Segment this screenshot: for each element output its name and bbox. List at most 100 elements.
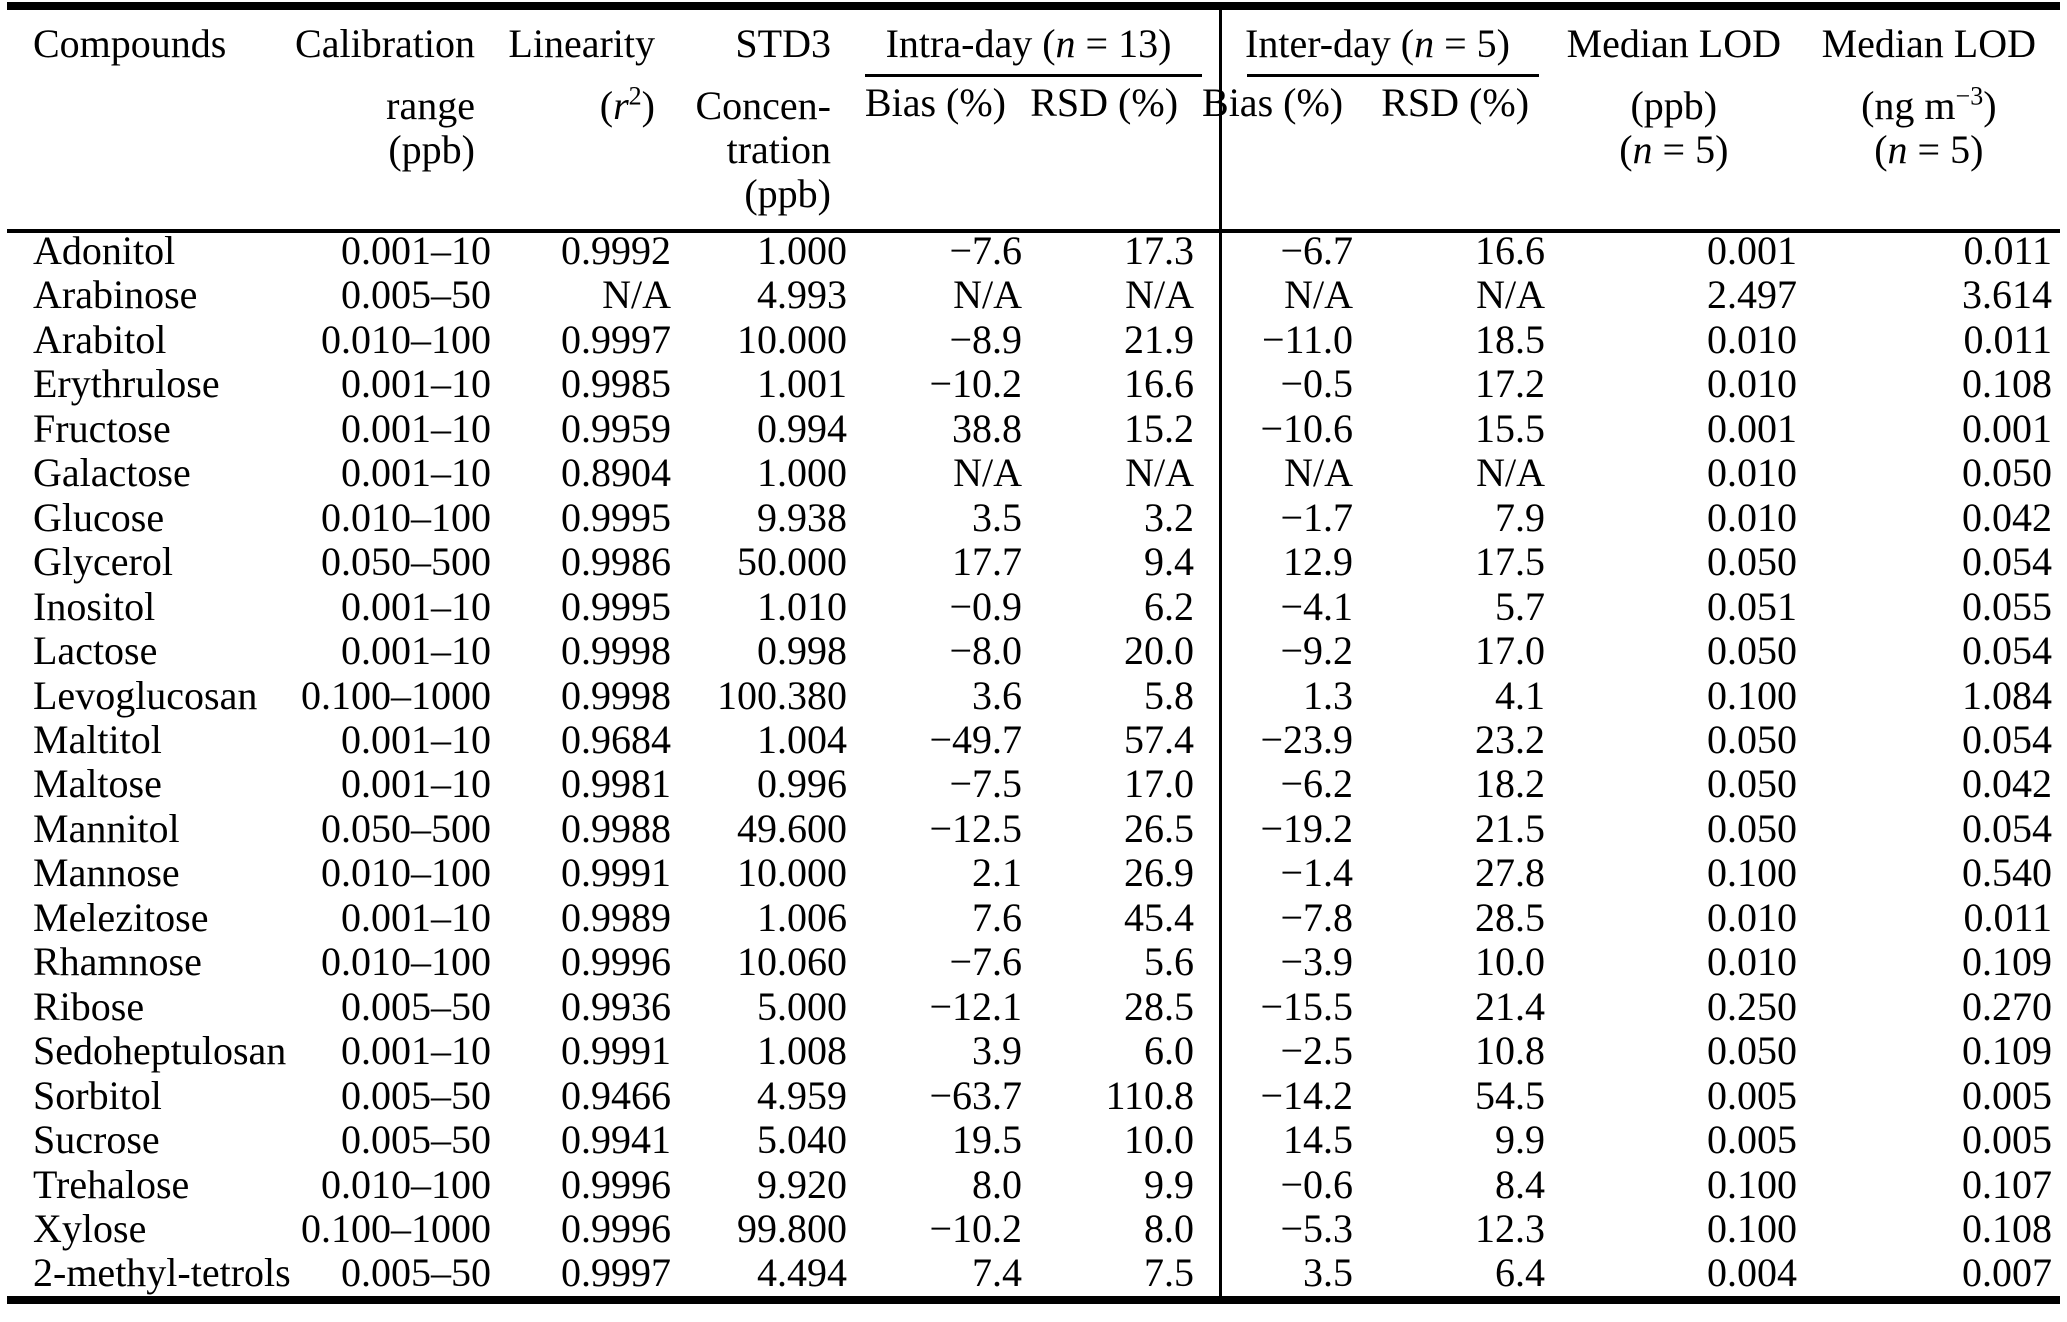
cell-linearity-r2: 0.8904 xyxy=(561,450,671,496)
cell-compound: Sorbitol xyxy=(33,1072,162,1118)
cell-median-lod-ngm3: 0.011 xyxy=(1963,894,2053,940)
cell-linearity-r2: 0.9997 xyxy=(561,1250,671,1296)
header-intra-bias: Bias (%) xyxy=(864,80,1006,125)
table-row: Xylose 0.100–1000 0.9996 99.800 −10.2 8.0 −5.3… xyxy=(7,1205,2060,1251)
header-inter-bias: Bias (%) xyxy=(1202,80,1344,125)
cell-calibration-range: 0.010–100 xyxy=(321,316,491,362)
cell-inter-day-bias: −11.0 xyxy=(1261,316,1354,362)
cell-calibration-range: 0.050–500 xyxy=(321,539,491,585)
cell-inter-day-rsd: N/A xyxy=(1476,272,1546,318)
cell-compound: Arabinose xyxy=(33,272,198,318)
cell-inter-day-rsd: 10.0 xyxy=(1475,939,1546,985)
cell-linearity-r2: 0.9989 xyxy=(561,894,671,940)
cell-intra-day-bias: −10.2 xyxy=(929,361,1022,407)
cell-intra-day-rsd: 8.0 xyxy=(1144,1205,1195,1251)
cell-inter-day-bias: −5.3 xyxy=(1280,1205,1354,1251)
cell-calibration-range: 0.010–100 xyxy=(321,850,491,896)
cell-inter-day-bias: −2.5 xyxy=(1280,1028,1354,1074)
cell-intra-day-rsd: 5.6 xyxy=(1144,939,1195,985)
cell-calibration-range: 0.001–10 xyxy=(341,228,491,273)
cell-std3-concentration: 5.000 xyxy=(757,983,847,1029)
cell-calibration-range: 0.005–50 xyxy=(341,1117,491,1163)
cell-inter-day-bias: 12.9 xyxy=(1283,539,1354,585)
cell-std3-concentration: 4.993 xyxy=(757,272,847,318)
cell-intra-day-rsd: 45.4 xyxy=(1124,894,1195,940)
cell-std3-concentration: 10.000 xyxy=(737,850,847,896)
cell-intra-day-rsd: 28.5 xyxy=(1124,983,1195,1029)
table-row: Arabinose 0.005–50 N/A 4.993 N/A N/A N/A N/A 2.4… xyxy=(7,272,2060,318)
table-row: Levoglucosan 0.100–1000 0.9998 100.380 3.6 5.… xyxy=(7,672,2060,718)
cell-calibration-range: 0.010–100 xyxy=(321,939,491,985)
cell-intra-day-rsd: 17.0 xyxy=(1124,761,1195,807)
cell-compound: Maltitol xyxy=(33,716,162,762)
cell-inter-day-bias: N/A xyxy=(1284,272,1354,318)
cell-median-lod-ngm3: 0.540 xyxy=(1962,850,2053,896)
cell-std3-concentration: 0.998 xyxy=(757,628,847,674)
cell-intra-day-rsd: 9.9 xyxy=(1144,1161,1195,1207)
cell-linearity-r2: 0.9684 xyxy=(561,716,671,762)
cell-inter-day-rsd: 28.5 xyxy=(1475,894,1546,940)
cell-median-lod-ppb: 0.050 xyxy=(1707,628,1798,674)
header-intra-rsd: RSD (%) xyxy=(1030,80,1179,125)
cell-calibration-range: 0.001–10 xyxy=(341,405,491,451)
table-row: Glucose 0.010–100 0.9995 9.938 3.5 3.2 −1.7 7.9… xyxy=(7,494,2060,540)
cell-calibration-range: 0.001–10 xyxy=(341,716,491,762)
cell-calibration-range: 0.005–50 xyxy=(341,272,491,318)
cell-median-lod-ngm3: 3.614 xyxy=(1962,272,2053,318)
cell-inter-day-bias: −19.2 xyxy=(1260,805,1354,851)
header-inter-rsd: RSD (%) xyxy=(1381,80,1530,125)
header-calibration-range: Calibration range (ppb) xyxy=(295,21,475,172)
cell-linearity-r2: 0.9936 xyxy=(561,983,671,1029)
cell-calibration-range: 0.010–100 xyxy=(321,494,491,540)
cell-inter-day-rsd: 12.3 xyxy=(1475,1205,1546,1251)
cell-linearity-r2: 0.9998 xyxy=(561,628,671,674)
cell-compound: Inositol xyxy=(33,583,156,629)
cell-intra-day-bias: −7.6 xyxy=(949,228,1022,273)
cell-std3-concentration: 1.004 xyxy=(757,716,847,762)
cell-inter-day-rsd: 17.0 xyxy=(1475,628,1546,674)
table-row: Sedoheptulosan 0.001–10 0.9991 1.008 3.9 6.0 −… xyxy=(7,1028,2060,1074)
cell-compound: Glycerol xyxy=(33,539,173,585)
table-row: Arabitol 0.010–100 0.9997 10.000 −8.9 21.9 −11… xyxy=(7,316,2060,362)
cell-inter-day-bias: −3.9 xyxy=(1280,939,1354,985)
cell-intra-day-rsd: N/A xyxy=(1125,272,1195,318)
cell-median-lod-ppb: 0.010 xyxy=(1707,939,1798,985)
cell-median-lod-ppb: 0.001 xyxy=(1707,405,1798,451)
cell-calibration-range: 0.001–10 xyxy=(341,450,491,496)
cell-median-lod-ppb: 0.100 xyxy=(1707,850,1798,896)
cell-inter-day-bias: 14.5 xyxy=(1283,1117,1354,1163)
cell-linearity-r2: 0.9997 xyxy=(561,316,671,362)
cell-median-lod-ngm3: 0.007 xyxy=(1962,1250,2053,1296)
cell-linearity-r2: 0.9996 xyxy=(561,1205,671,1251)
cell-median-lod-ppb: 0.050 xyxy=(1707,805,1798,851)
cell-intra-day-rsd: 17.3 xyxy=(1124,228,1195,273)
cell-compound: Glucose xyxy=(33,494,165,540)
table-row: 2-methyl-tetrols 0.005–50 0.9997 4.494 7.4 7.… xyxy=(7,1250,2060,1296)
cell-inter-day-bias: −9.2 xyxy=(1280,628,1354,674)
cell-compound: Mannitol xyxy=(33,805,180,851)
cell-compound: Rhamnose xyxy=(33,939,202,985)
cell-intra-day-bias: 2.1 xyxy=(972,850,1022,896)
cell-median-lod-ppb: 0.004 xyxy=(1707,1250,1798,1296)
cell-intra-day-bias: −7.5 xyxy=(949,761,1022,807)
cell-inter-day-rsd: 4.1 xyxy=(1495,672,1546,718)
table-row: Trehalose 0.010–100 0.9996 9.920 8.0 9.9 −0.6 8… xyxy=(7,1161,2060,1207)
table-row: Erythrulose 0.001–10 0.9985 1.001 −10.2 16.6 −… xyxy=(7,361,2060,407)
cell-intra-day-bias: 38.8 xyxy=(952,405,1022,451)
cell-calibration-range: 0.001–10 xyxy=(341,628,491,674)
header-std3-concentration: STD3 Concen- tration (ppb) xyxy=(695,21,831,216)
cell-inter-day-rsd: 8.4 xyxy=(1495,1161,1546,1207)
cell-median-lod-ngm3: 0.108 xyxy=(1962,361,2053,407)
cell-inter-day-rsd: 16.6 xyxy=(1475,228,1546,273)
cell-median-lod-ppb: 0.050 xyxy=(1707,539,1798,585)
table-row: Maltose 0.001–10 0.9981 0.996 −7.5 17.0 −6.2 18… xyxy=(7,761,2060,807)
cell-median-lod-ppb: 0.051 xyxy=(1707,583,1798,629)
compound-calibration-table: Compounds Calibration range (ppb) Linear… xyxy=(7,10,2060,1296)
cell-std3-concentration: 49.600 xyxy=(737,805,847,851)
cell-linearity-r2: N/A xyxy=(602,272,671,318)
cell-median-lod-ngm3: 0.107 xyxy=(1962,1161,2053,1207)
cell-inter-day-bias: −0.5 xyxy=(1280,361,1354,407)
cell-intra-day-rsd: 3.2 xyxy=(1144,494,1195,540)
cell-inter-day-bias: −7.8 xyxy=(1280,894,1354,940)
cell-inter-day-rsd: 27.8 xyxy=(1475,850,1546,896)
